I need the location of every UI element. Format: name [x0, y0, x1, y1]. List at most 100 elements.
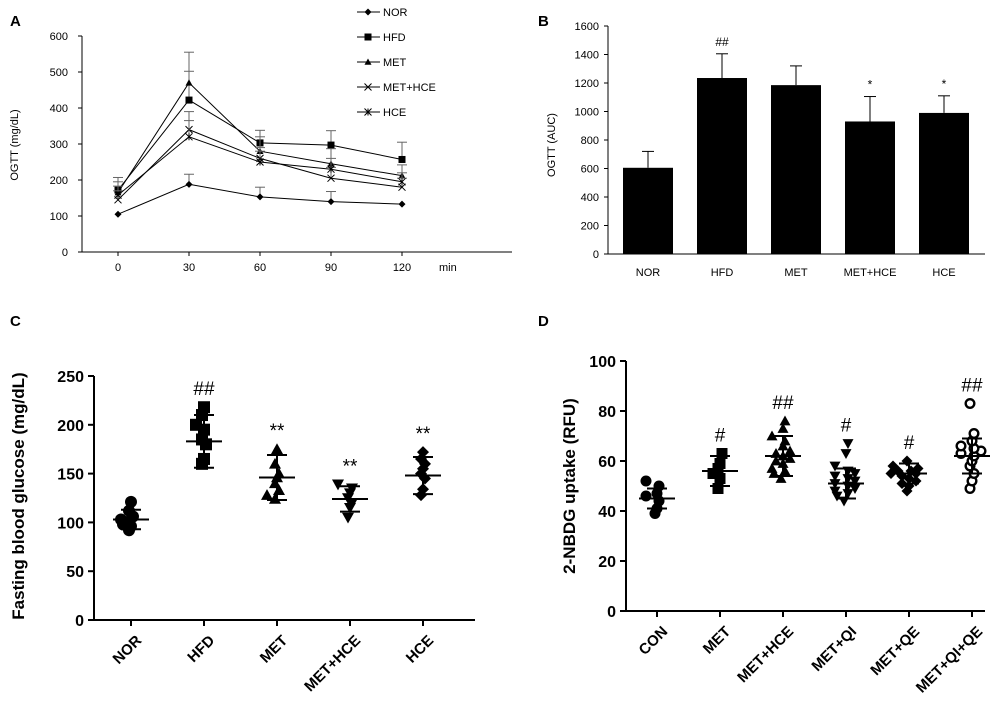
panel-c-ylabel: Fasting blood glucose (mg/dL): [9, 372, 28, 619]
x-tick-label: MET: [700, 623, 734, 657]
data-point: [398, 200, 406, 208]
data-point: [712, 483, 724, 494]
data-point: [640, 490, 652, 502]
panel-b: B OGTT (AUC) 0 200 400 600 800 1000 1200 1400 16…: [538, 13, 985, 279]
panel-a-xlabel: min: [439, 262, 457, 274]
legend-marker: [364, 8, 372, 16]
significance-label: ##: [193, 379, 215, 400]
data-point: [840, 449, 852, 459]
data-point: [775, 473, 787, 483]
data-point: [269, 457, 281, 469]
x-tick-label: MET+QI+QE: [913, 623, 986, 696]
x-tick-label: MET+HCE: [844, 267, 897, 279]
significance-label: #: [715, 426, 726, 447]
x-tick-label: MET+HCE: [301, 632, 364, 695]
data-point: [327, 165, 335, 174]
y-tick-label: 0: [75, 613, 84, 630]
data-point: [398, 155, 406, 163]
data-point: [198, 401, 210, 414]
data-point: [955, 440, 967, 452]
y-tick-label: 200: [57, 418, 84, 435]
y-tick-label: 50: [66, 564, 84, 581]
significance-label: *: [942, 77, 947, 91]
y-tick-label: 0: [593, 249, 599, 261]
x-tick-label: NOR: [636, 267, 661, 279]
x-tick-label: MET+QI: [808, 623, 860, 675]
y-tick-label: 600: [581, 164, 599, 176]
data-point: [269, 492, 281, 504]
data-point: [849, 484, 861, 494]
data-point: [332, 479, 344, 491]
data-point: [398, 183, 406, 192]
panel-b-ylabel: OGTT (AUC): [546, 113, 558, 177]
panel-c: C Fasting blood glucose (mg/dL) 0 50 100 15…: [9, 313, 475, 695]
data-point: [964, 398, 976, 410]
data-point: [125, 495, 137, 508]
y-tick-label: 400: [50, 103, 68, 115]
significance-label: ##: [961, 376, 983, 397]
data-point: [849, 469, 861, 479]
bar: [623, 167, 673, 254]
x-tick-label: 120: [393, 262, 411, 274]
data-point: [185, 79, 193, 86]
y-tick-label: 400: [581, 192, 599, 204]
x-tick-label: MET: [784, 267, 808, 279]
data-point: [968, 428, 980, 440]
y-tick-label: 1200: [575, 78, 599, 90]
y-tick-label: 150: [57, 467, 84, 484]
y-tick-label: 200: [581, 221, 599, 233]
data-point: [849, 476, 861, 487]
data-point: [185, 96, 193, 104]
data-point: [829, 471, 841, 482]
legend-marker: [364, 33, 372, 41]
x-tick-label: 30: [183, 262, 195, 274]
x-tick-label: 90: [325, 262, 337, 274]
y-tick-label: 0: [607, 604, 616, 621]
x-tick-label: NOR: [110, 632, 146, 668]
panel-d: D 2-NBDG uptake (RFU) 0 20 40 60 80 100 CON # M…: [538, 313, 990, 696]
y-tick-label: 100: [57, 515, 84, 532]
data-point: [777, 423, 789, 433]
data-point: [640, 475, 652, 487]
legend-marker: [364, 108, 372, 116]
data-point: [261, 489, 273, 500]
y-tick-label: 80: [598, 404, 616, 421]
y-tick-label: 0: [62, 247, 68, 259]
x-tick-label: MET+QE: [867, 623, 923, 679]
data-point: [766, 430, 778, 441]
panel-a-ylabel: OGTT (mg/dL): [9, 109, 21, 180]
panel-d-ylabel: 2-NBDG uptake (RFU): [560, 398, 579, 574]
data-point: [417, 446, 429, 459]
y-tick-label: 1400: [575, 50, 599, 62]
data-point: [190, 418, 202, 431]
data-point: [342, 512, 354, 524]
data-point: [327, 198, 335, 206]
legend-marker: [364, 83, 372, 91]
data-point: [784, 445, 796, 456]
panel-b-letter: B: [538, 13, 549, 30]
panel-a: A OGTT (mg/dL) 0 100 200 300 400 500 600 0 30 60…: [9, 7, 512, 274]
significance-label: #: [904, 433, 915, 454]
data-point: [114, 210, 122, 218]
x-tick-label: 0: [115, 262, 121, 274]
y-tick-label: 200: [50, 175, 68, 187]
data-point: [887, 460, 899, 472]
data-point: [256, 158, 264, 166]
data-point: [784, 453, 796, 463]
significance-label: **: [343, 456, 358, 477]
significance-label: *: [868, 78, 873, 92]
x-tick-label: HCE: [932, 267, 955, 279]
data-point: [185, 180, 193, 188]
y-tick-label: 100: [589, 354, 616, 371]
x-tick-label: HFD: [711, 267, 734, 279]
data-point: [185, 132, 193, 141]
data-point: [716, 448, 728, 459]
panel-c-letter: C: [10, 313, 21, 330]
data-point: [766, 463, 778, 473]
y-tick-label: 20: [598, 554, 616, 571]
y-tick-label: 1000: [575, 107, 599, 119]
significance-label: **: [270, 421, 285, 442]
x-tick-label: MET: [257, 632, 291, 666]
legend-label: MET+HCE: [383, 82, 436, 94]
